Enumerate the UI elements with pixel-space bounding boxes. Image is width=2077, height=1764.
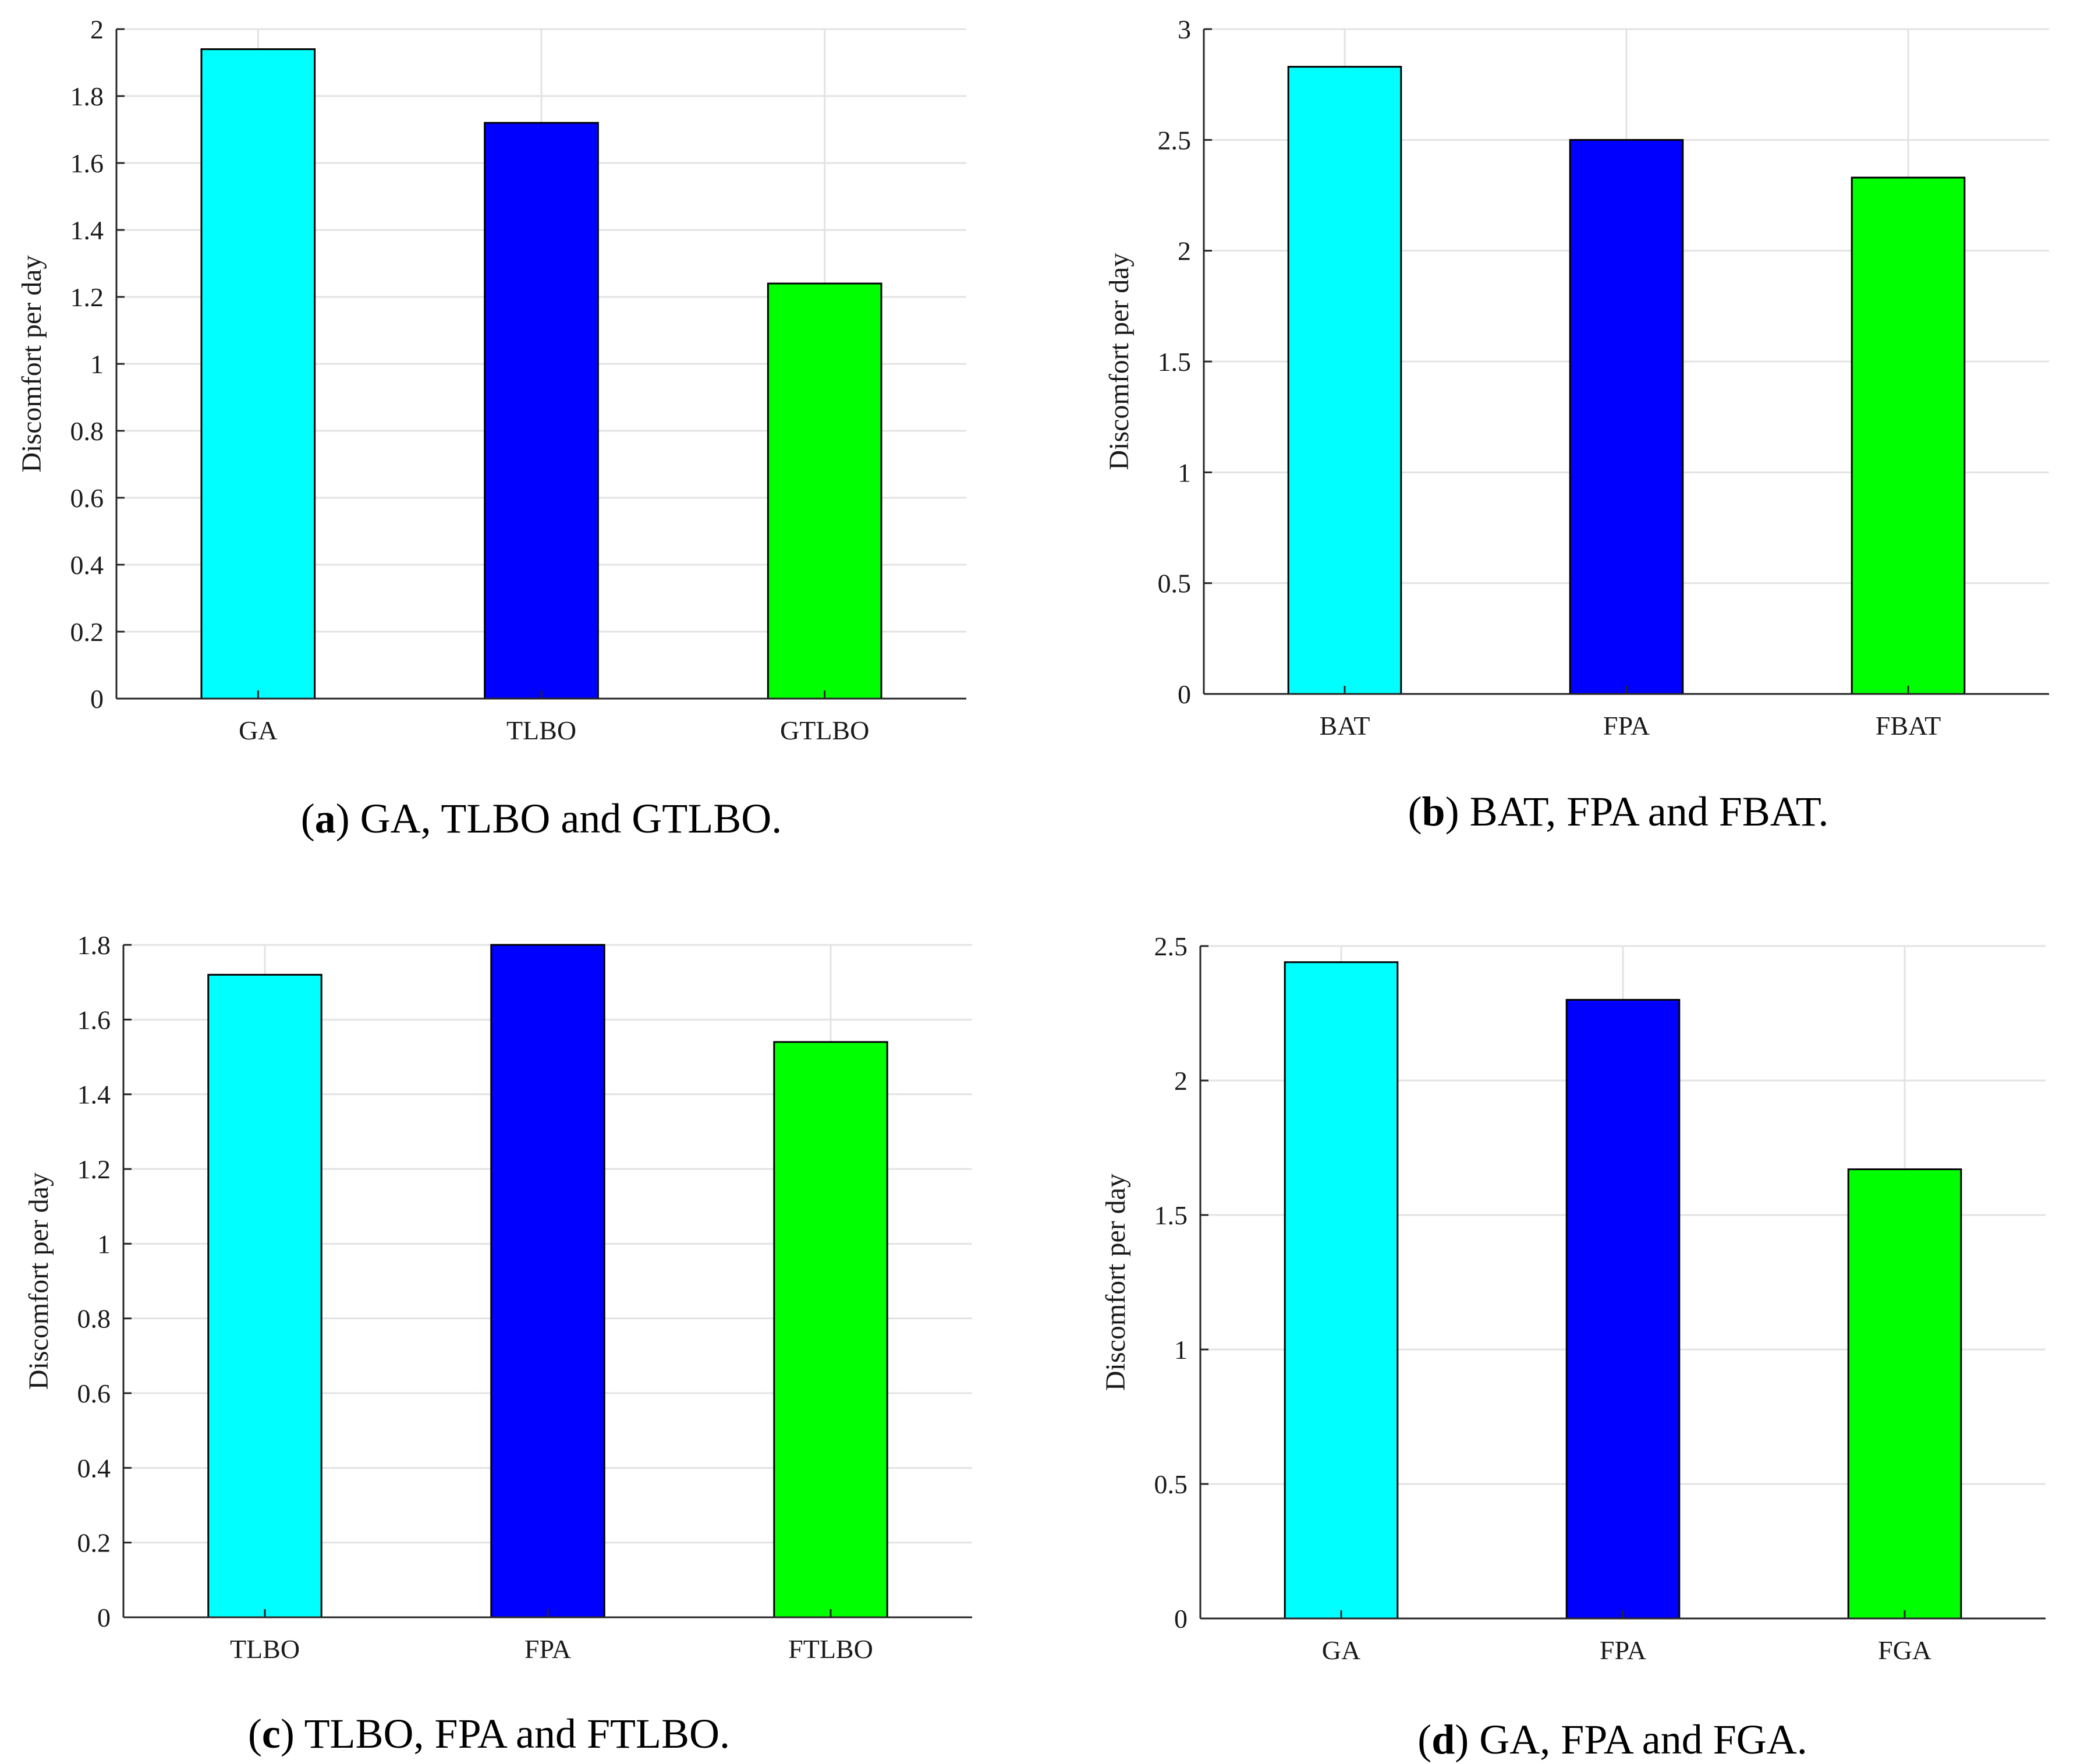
xtick-label-b-2: FBAT	[1876, 711, 1941, 741]
ytick-label-a-1: 0.2	[70, 617, 104, 647]
ytick-label-a-0: 0	[90, 684, 104, 714]
ytick-label-c-9: 1.8	[77, 930, 111, 960]
xtick-label-c-2: FTLBO	[788, 1634, 873, 1664]
bar-a-ga	[200, 48, 316, 700]
chart-b: 0 0.5 1 1.5 2 2.5 3 BAT FPA FBAT Discomfort per da…	[1104, 15, 2049, 741]
ytick-label-b-1: 0.5	[1158, 569, 1192, 598]
xtick-label-d-1: FPA	[1600, 1635, 1646, 1665]
ytick-label-c-4: 0.8	[77, 1304, 111, 1334]
panel-b: 0 0.5 1 1.5 2 2.5 3 BAT FPA FBAT Discomfort per da…	[1104, 15, 2049, 835]
xtick-label-a-2: GTLBO	[780, 715, 869, 745]
ytick-label-c-1: 0.2	[77, 1528, 111, 1558]
ytick-label-b-0: 0	[1178, 679, 1191, 709]
ytick-label-c-5: 1	[97, 1229, 111, 1259]
bar-a-gtlbo	[767, 282, 882, 700]
xtick-label-c-1: FPA	[524, 1634, 571, 1664]
bar-c-ftlbo	[773, 1041, 888, 1618]
ytick-label-c-3: 0.6	[77, 1379, 111, 1408]
ytick-label-c-0: 0	[97, 1603, 111, 1632]
ytick-label-c-8: 1.6	[77, 1005, 111, 1035]
ylabel-d: Discomfort per day	[1100, 1174, 1131, 1391]
ytick-label-b-3: 1.5	[1158, 347, 1192, 377]
caption-a-letter: a	[315, 795, 336, 842]
caption-d: (d) GA, FPA and FGA.	[1417, 1716, 1807, 1763]
caption-b: (b) BAT, FPA and FBAT.	[1408, 788, 1829, 835]
xtick-label-c-0: TLBO	[230, 1634, 300, 1664]
xtick-label-d-0: GA	[1322, 1635, 1360, 1665]
chart-c: 0 0.2 0.4 0.6 0.8 1 1.2 1.4 1.6 1.8 TLBO FPA FTLBO Di…	[23, 930, 972, 1664]
xtick-label-a-0: GA	[239, 715, 277, 745]
ytick-label-b-6: 3	[1178, 15, 1191, 44]
ytick-label-c-2: 0.4	[77, 1453, 111, 1483]
bar-c-tlbo	[207, 973, 322, 1618]
ytick-label-d-4: 2	[1174, 1066, 1188, 1096]
ytick-label-c-7: 1.4	[77, 1080, 111, 1110]
ylabel-c: Discomfort per day	[23, 1173, 54, 1390]
ylabel-b: Discomfort per day	[1104, 253, 1135, 470]
bar-b-fpa	[1569, 139, 1684, 695]
caption-c: (c) TLBO, FPA and FTLBO.	[248, 1710, 730, 1757]
ytick-label-a-6: 1.2	[70, 282, 104, 312]
ytick-label-a-8: 1.6	[70, 148, 104, 178]
ytick-label-a-10: 2	[90, 15, 104, 44]
bar-c-fpa	[490, 944, 605, 1618]
panel-d: 0 0.5 1 1.5 2 2.5 GA FPA FGA Discomfort per day (…	[1100, 931, 2046, 1763]
ytick-label-d-0: 0	[1174, 1604, 1188, 1634]
ytick-label-a-7: 1.4	[70, 215, 104, 245]
caption-a-text: GA, TLBO and GTLBO.	[350, 795, 782, 842]
panel-c: 0 0.2 0.4 0.6 0.8 1 1.2 1.4 1.6 1.8 TLBO FPA FTLBO Di…	[23, 930, 972, 1757]
ytick-label-b-5: 2.5	[1158, 125, 1192, 155]
ytick-label-d-3: 1.5	[1154, 1200, 1188, 1230]
xtick-label-a-1: TLBO	[506, 715, 576, 745]
caption-d-letter: d	[1431, 1716, 1455, 1763]
bar-a-tlbo	[484, 122, 599, 700]
bar-b-bat	[1287, 66, 1402, 695]
xtick-label-d-2: FGA	[1878, 1635, 1931, 1665]
caption-b-text: BAT, FPA and FBAT.	[1459, 788, 1829, 835]
ytick-label-a-9: 1.8	[70, 82, 104, 111]
bar-d-ga	[1284, 961, 1399, 1620]
ylabel-a: Discomfort per day	[16, 255, 47, 472]
xtick-label-b-1: FPA	[1603, 711, 1650, 741]
caption-d-text: GA, FPA and FGA.	[1469, 1716, 1807, 1763]
ytick-label-d-5: 2.5	[1154, 931, 1188, 961]
ytick-label-c-6: 1.2	[77, 1154, 111, 1184]
ytick-label-a-5: 1	[90, 349, 104, 379]
bar-d-fpa	[1565, 998, 1681, 1620]
chart-a: 0 0.2 0.4 0.6 0.8 1 1.2 1.4 1.6 1.8 2 GA TLBO GTLBO Di…	[16, 15, 966, 745]
ytick-label-b-2: 1	[1178, 458, 1191, 487]
ytick-label-b-4: 2	[1178, 236, 1191, 266]
ytick-label-a-2: 0.4	[70, 550, 104, 580]
caption-c-letter: c	[262, 1710, 281, 1757]
ytick-label-d-2: 1	[1174, 1335, 1188, 1365]
ytick-label-a-4: 0.8	[70, 416, 104, 446]
chart-d: 0 0.5 1 1.5 2 2.5 GA FPA FGA Discomfort per day	[1100, 931, 2046, 1665]
caption-c-text: TLBO, FPA and FTLBO.	[295, 1710, 730, 1757]
caption-b-letter: b	[1422, 788, 1445, 835]
bar-d-fga	[1847, 1168, 1962, 1620]
ytick-label-a-3: 0.6	[70, 483, 104, 513]
panel-a: 0 0.2 0.4 0.6 0.8 1 1.2 1.4 1.6 1.8 2 GA TLBO GTLBO Di…	[16, 15, 966, 842]
ytick-label-d-1: 0.5	[1154, 1469, 1188, 1499]
caption-a: (a) GA, TLBO and GTLBO.	[301, 795, 782, 842]
bar-b-fbat	[1851, 176, 1966, 695]
xtick-label-b-0: BAT	[1320, 711, 1370, 741]
